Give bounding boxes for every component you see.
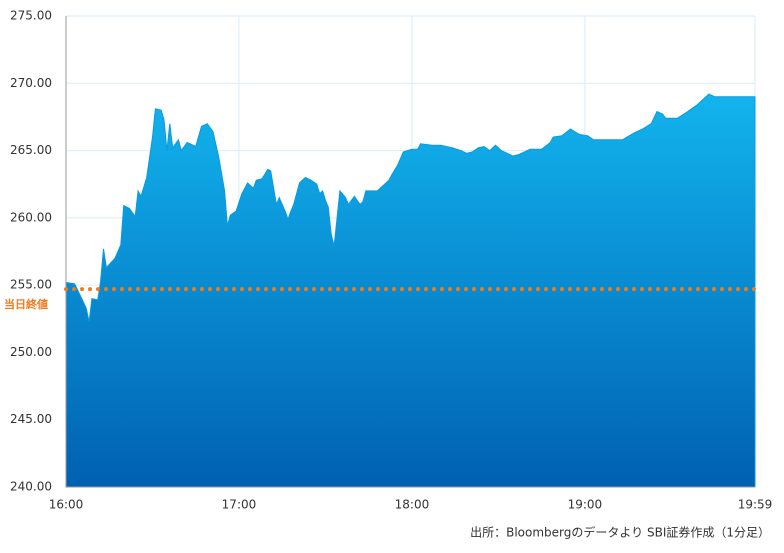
y-tick-label: 275.00 bbox=[10, 9, 52, 23]
x-tick-label: 16:00 bbox=[49, 498, 84, 512]
y-tick-label: 265.00 bbox=[10, 143, 52, 157]
x-tick-label: 19:59 bbox=[738, 498, 773, 512]
y-tick-label: 250.00 bbox=[10, 345, 52, 359]
y-tick-label: 270.00 bbox=[10, 76, 52, 90]
y-tick-label: 245.00 bbox=[10, 412, 52, 426]
x-tick-label: 17:00 bbox=[222, 498, 257, 512]
source-note: 出所：Bloombergのデータより SBI証券作成（1分足） bbox=[470, 525, 770, 540]
x-tick-label: 19:00 bbox=[568, 498, 603, 512]
y-tick-label: 260.00 bbox=[10, 210, 52, 224]
reference-label: 当日終値 bbox=[4, 297, 48, 311]
x-tick-label: 18:00 bbox=[395, 498, 430, 512]
y-tick-label: 255.00 bbox=[10, 278, 52, 292]
y-tick-label: 240.00 bbox=[10, 480, 52, 494]
